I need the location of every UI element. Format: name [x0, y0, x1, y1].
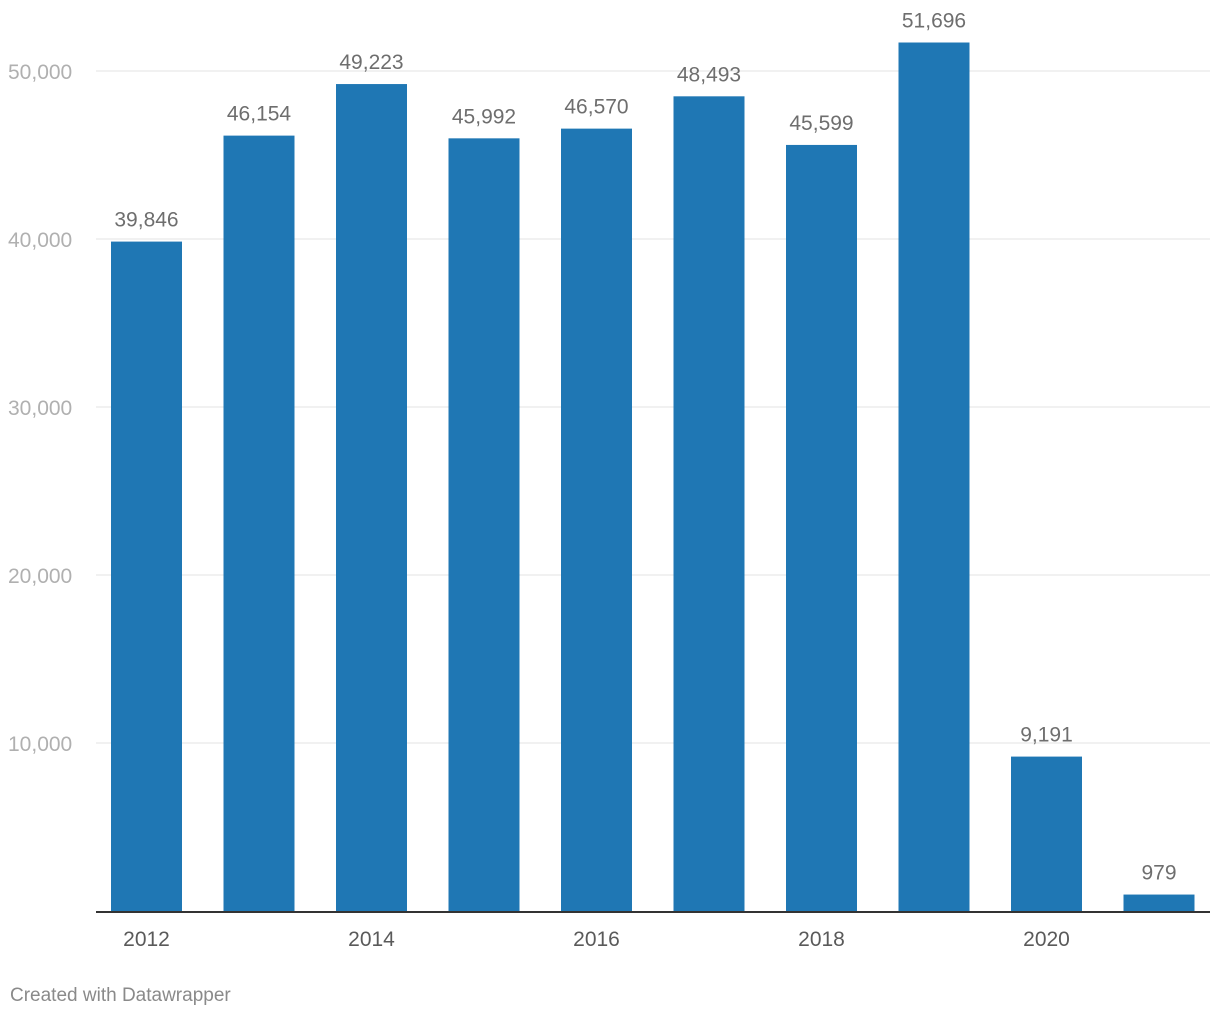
- bar-2014: [336, 84, 407, 912]
- x-tick-label: 2012: [123, 928, 170, 951]
- x-tick-label: 2014: [348, 928, 395, 951]
- y-tick-label: 20,000: [8, 565, 72, 588]
- data-label: 46,570: [564, 96, 628, 119]
- data-label: 46,154: [227, 103, 292, 126]
- data-label: 45,992: [452, 105, 516, 128]
- data-label: 49,223: [339, 51, 403, 74]
- x-axis-ticks: 2012 2014 2016 2018 2020: [123, 928, 1070, 951]
- data-label: 979: [1141, 862, 1176, 885]
- bar-2012: [111, 241, 182, 911]
- bar-2019: [898, 42, 970, 911]
- credit-text: Created with Datawrapper: [10, 985, 231, 1006]
- data-label: 45,599: [789, 112, 853, 135]
- y-tick-label: 10,000: [8, 733, 72, 756]
- bars: [111, 42, 1195, 912]
- bar-2013: [223, 135, 295, 911]
- y-tick-label: 40,000: [8, 229, 72, 252]
- y-tick-label: 50,000: [8, 61, 72, 84]
- data-label: 51,696: [902, 10, 966, 33]
- data-label: 9,191: [1020, 724, 1073, 747]
- bar-2018: [786, 144, 857, 912]
- x-tick-label: 2020: [1023, 928, 1070, 951]
- bar-2021: [1123, 894, 1195, 911]
- data-label: 48,493: [677, 63, 741, 86]
- bar-2015: [448, 138, 520, 911]
- x-tick-label: 2016: [573, 928, 620, 951]
- data-labels: 39,846 46,154 49,223 45,992 46,570 48,493 45,5…: [114, 10, 1176, 885]
- y-tick-label: 30,000: [8, 397, 72, 420]
- bar-2017: [673, 96, 745, 911]
- bar-2016: [561, 128, 632, 911]
- bar-chart: 10,000 20,000 30,000 40,000 50,000 39,846 46,…: [8, 10, 1210, 951]
- data-label: 39,846: [114, 209, 178, 232]
- bar-2020: [1011, 756, 1082, 911]
- x-tick-label: 2018: [798, 928, 845, 951]
- y-axis-ticks: 10,000 20,000 30,000 40,000 50,000: [8, 61, 72, 756]
